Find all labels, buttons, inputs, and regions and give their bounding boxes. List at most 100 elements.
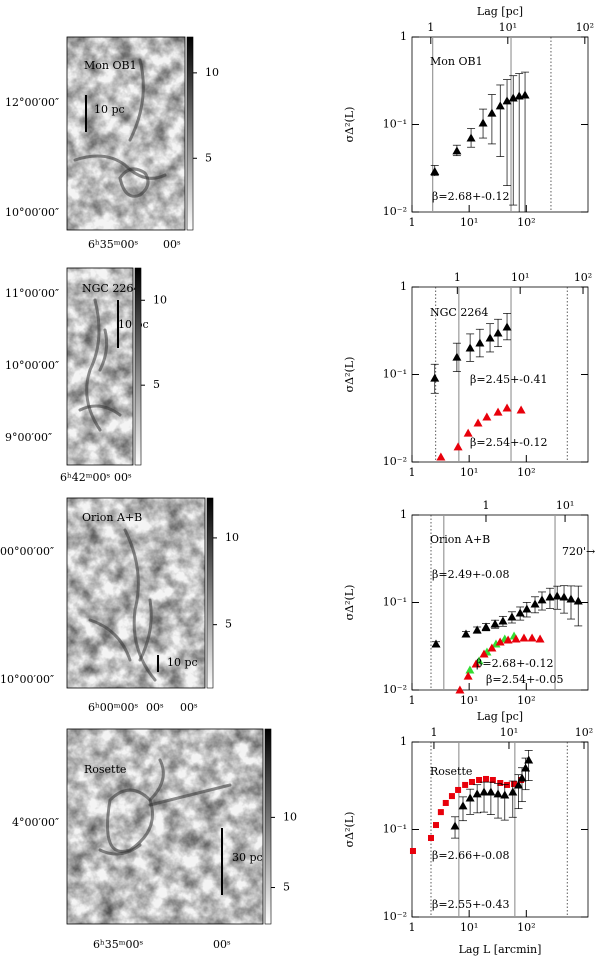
point	[453, 442, 463, 451]
map-filament	[148, 758, 165, 802]
point	[514, 780, 524, 789]
point	[517, 773, 527, 782]
colorbar-tick-label: 5	[225, 618, 232, 631]
x2-tick-label: 10²	[575, 726, 593, 739]
map-name: Orion A+B	[82, 511, 142, 524]
error-bar	[494, 783, 503, 819]
ra-label: 00ˢ	[114, 471, 132, 484]
point	[463, 428, 473, 437]
point	[490, 619, 500, 628]
x2-axis-label: Lag [pc]	[477, 5, 523, 18]
point	[495, 637, 505, 646]
point	[452, 352, 462, 361]
x-tick-label: 10²	[517, 216, 535, 229]
point	[508, 93, 518, 102]
map-name: Rosette	[84, 763, 126, 776]
point	[465, 665, 475, 674]
x2-axis-label: Lag [pc]	[477, 710, 523, 723]
point	[486, 787, 496, 796]
point	[552, 591, 562, 600]
map-filament	[85, 298, 102, 432]
dec-label: 9°00′00″	[5, 431, 52, 444]
point	[566, 594, 576, 603]
point	[511, 634, 521, 643]
point	[497, 779, 504, 786]
point	[482, 412, 492, 421]
x-tick-label: 1	[409, 216, 416, 229]
error-bar	[496, 84, 505, 157]
x-tick-label: 10¹	[460, 466, 478, 479]
y-tick-label: 10⁻¹	[383, 823, 407, 836]
point	[515, 608, 525, 617]
y-tick-label: 1	[400, 508, 407, 521]
y-tick-label: 10⁻²	[383, 683, 407, 696]
point	[431, 639, 441, 648]
point	[508, 787, 518, 796]
error-bar	[466, 788, 475, 815]
y-tick-label: 10⁻²	[383, 455, 407, 468]
point	[527, 633, 537, 642]
colorbar-tick-label: 5	[283, 881, 290, 894]
y-axis-label: σΔ²(L)	[343, 357, 356, 393]
x-tick-label: 10¹	[460, 694, 478, 707]
x-tick-label: 1	[409, 466, 416, 479]
point	[448, 793, 455, 800]
map-frame	[66, 728, 264, 925]
x-tick-label: 10²	[517, 921, 535, 934]
point	[500, 790, 510, 799]
map-filament	[148, 783, 232, 807]
x2-tick-label: 10²	[574, 271, 592, 284]
colorbar	[264, 728, 272, 925]
scale-label: 10 pc	[118, 318, 149, 331]
point	[472, 625, 482, 634]
point	[504, 781, 511, 788]
annotation: Mon OB1	[430, 55, 483, 68]
x2-tick-label: 1	[454, 271, 461, 284]
point	[458, 801, 468, 810]
map-panel: Rosette 30 pc 4°00′00″ 6ʰ35ᵐ00ˢ 00ˢ 10 5	[12, 728, 297, 951]
ra-label: 6ʰ00ᵐ00ˢ	[88, 701, 138, 714]
point	[520, 90, 530, 99]
scale-label: 30 pc	[232, 851, 263, 864]
ra-label: 00ˢ	[163, 238, 181, 251]
point	[479, 787, 489, 796]
point	[545, 592, 555, 601]
point	[487, 108, 497, 117]
dec-label: 4°00′00″	[12, 816, 59, 829]
point	[511, 781, 518, 788]
point	[493, 407, 503, 416]
error-bar	[480, 781, 489, 813]
point	[475, 338, 485, 347]
y-tick-label: 10⁻²	[383, 910, 407, 923]
point	[530, 599, 540, 608]
point	[462, 781, 469, 788]
x-tick-label: 10¹	[460, 921, 478, 934]
point	[465, 793, 475, 802]
scale-label: 10 pc	[167, 656, 198, 669]
plot-panel: 10⁻² 10⁻¹ 1 1 10¹ 10² 1 10¹ σΔ²(L) Orion A+B 720'→…	[343, 499, 595, 707]
ra-label: 6ʰ42ᵐ00ˢ	[60, 471, 110, 484]
point	[535, 634, 545, 643]
y-tick-label: 1	[400, 280, 407, 293]
colorbar	[186, 36, 194, 231]
colorbar-tick-label: 10	[153, 293, 167, 306]
point	[433, 822, 440, 829]
ra-label: 00ˢ	[146, 701, 164, 714]
point	[507, 612, 517, 621]
map-filament	[138, 598, 153, 662]
map-frame	[66, 497, 206, 689]
y-axis-label: σΔ²(L)	[343, 812, 356, 848]
x-tick-label: 10²	[517, 694, 535, 707]
colorbar-tick-label: 5	[205, 151, 212, 164]
point	[516, 405, 526, 414]
annotation: β=2.49+-0.08	[432, 568, 510, 581]
annotation: β=2.55+-0.43	[432, 898, 510, 911]
point	[502, 403, 512, 412]
map-filament	[106, 788, 154, 853]
point	[481, 622, 491, 631]
map-filament	[78, 404, 122, 417]
point	[487, 643, 497, 652]
map-texture	[67, 37, 185, 230]
error-bar	[524, 750, 533, 781]
